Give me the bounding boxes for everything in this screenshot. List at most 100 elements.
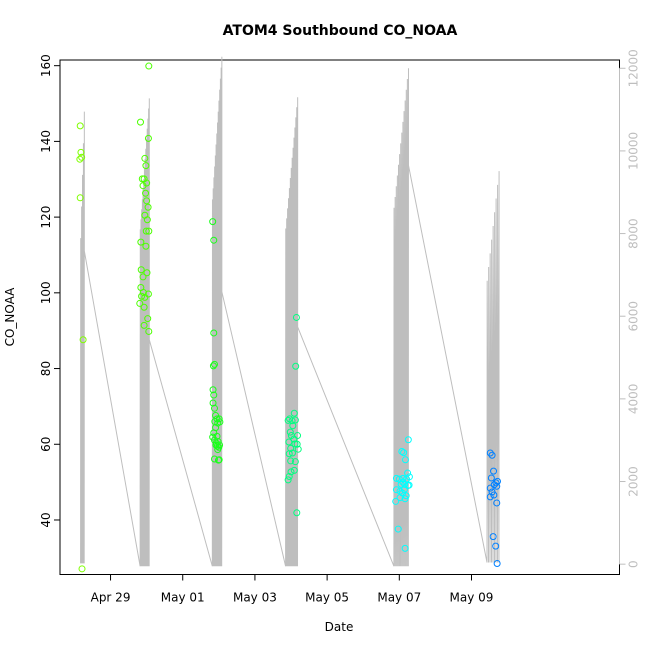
data-point [405,481,413,489]
data-point [78,153,86,161]
data-point [401,495,409,503]
data-point [143,216,151,224]
y2-tick-label: 2000 [627,466,641,497]
data-point [215,415,223,423]
data-point [400,449,408,457]
data-point [399,478,407,486]
y2-tick-label: 4000 [627,384,641,415]
data-point [486,449,494,457]
data-point [400,486,408,494]
data-point [209,386,217,394]
data-point [493,560,501,568]
data-point [489,533,497,541]
data-point [401,480,409,488]
data-point [139,273,147,281]
data-point [290,435,298,443]
y-tick-label: 140 [39,130,53,153]
y-axis-left: 40 60 80 100 120 140 160 [39,54,61,528]
data-point [76,155,84,163]
data-point [144,315,152,323]
data-point [486,484,494,492]
data-point [78,565,86,573]
data-point [77,148,85,156]
data-point [285,450,293,458]
data-point [404,436,412,444]
data-point [138,292,146,300]
data-point [137,266,145,274]
data-point [290,409,298,417]
data-point [487,474,495,482]
data-point [402,492,410,500]
data-point [398,447,406,455]
data-point [394,525,402,533]
data-point [285,438,293,446]
y-tick-label: 100 [39,281,53,304]
x-axis-label: Date [325,620,354,634]
y2-tick-label: 8000 [627,218,641,249]
data-point [142,242,150,250]
data-point [144,134,152,142]
x-axis: Apr 29 May 01 May 03 May 05 May 07 May 09 [91,574,494,605]
x-tick-label: May 01 [161,591,205,605]
data-point [216,441,224,449]
data-point [145,227,153,235]
y-tick-label: 40 [39,512,53,527]
data-point [284,476,292,484]
data-point [288,449,296,457]
data-point [287,457,295,465]
data-point [488,451,496,459]
data-point [397,480,405,488]
data-point [294,445,302,453]
data-point [137,118,144,126]
x-tick-label: May 05 [305,591,349,605]
data-point [486,493,494,501]
data-point [76,122,84,130]
data-point [493,499,501,507]
data-point [210,329,218,337]
data-point [143,197,151,205]
x-tick-label: May 07 [377,591,421,605]
data-point [145,62,153,70]
data-point [140,303,148,311]
data-point [396,494,404,502]
data-point [210,360,218,368]
data-point [293,440,301,448]
data-point [210,455,218,463]
data-point [209,218,217,226]
y2-tick-label: 6000 [627,301,641,332]
x-tick-label: May 03 [233,591,277,605]
data-point [144,290,152,298]
data-point [140,321,148,329]
data-point [490,491,498,499]
y-tick-label: 160 [39,54,53,77]
data-point [76,194,84,202]
x-tick-label: May 09 [450,591,494,605]
y-tick-label: 60 [39,437,53,452]
x-tick-label: Apr 29 [91,591,131,605]
data-point [291,416,299,424]
y2-tick-label: 10000 [627,132,641,170]
point-series [76,62,501,573]
data-point [285,472,293,480]
data-point [142,227,150,235]
data-point [142,162,150,170]
y-tick-label: 120 [39,206,53,229]
chart-title: ATOM4 Southbound CO_NOAA [223,23,458,39]
data-point [136,299,144,307]
data-point [138,175,146,183]
data-point [210,236,218,244]
data-point [492,479,500,487]
data-point [144,203,152,211]
data-point [401,456,409,464]
data-point [143,179,151,187]
y-tick-label: 80 [39,361,53,376]
data-point [493,482,501,490]
data-point [141,154,149,162]
line-series [80,56,500,567]
series-line [80,56,500,567]
data-point [209,362,217,370]
data-point [216,418,224,426]
data-point [292,313,300,321]
data-point [139,288,147,296]
data-point [289,422,297,430]
